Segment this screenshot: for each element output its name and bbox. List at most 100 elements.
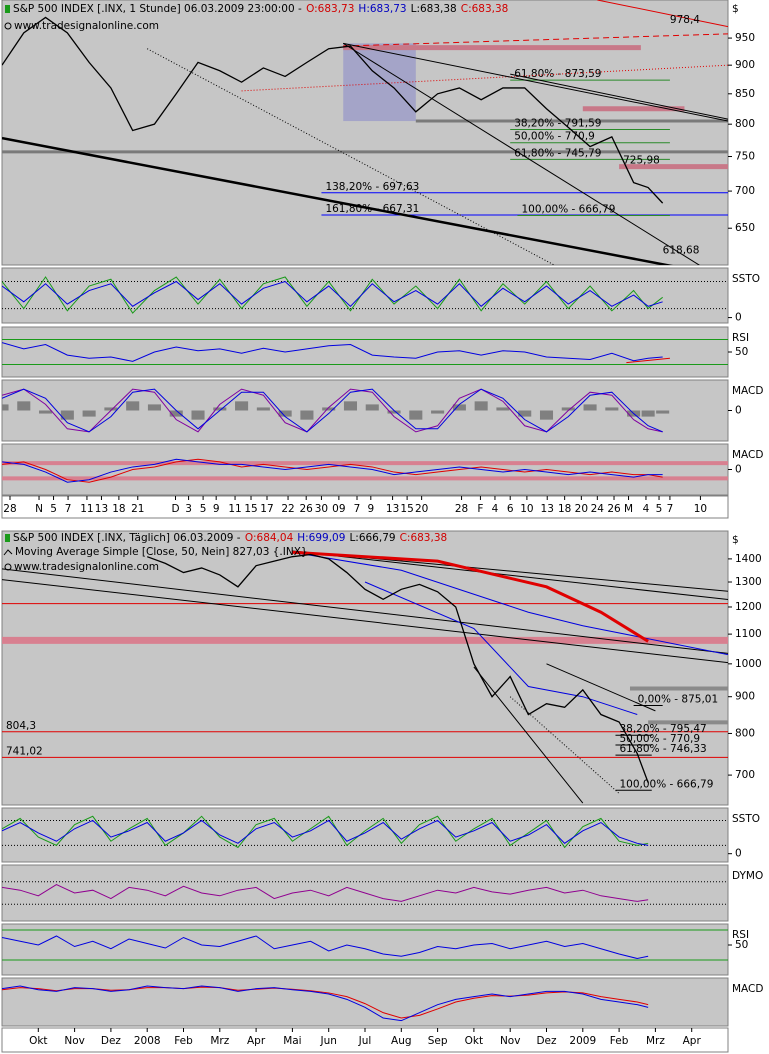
y-tick-label: 0 bbox=[735, 464, 742, 476]
trendline bbox=[597, 0, 728, 28]
histogram-bar bbox=[104, 407, 118, 411]
histogram-bar bbox=[583, 404, 597, 411]
subtitle: www.tradesignalonline.com bbox=[14, 561, 159, 573]
x-tick-label: 7 bbox=[65, 503, 72, 515]
histogram-bar bbox=[39, 410, 53, 414]
panel bbox=[1, 267, 729, 324]
x-tick-label: 13 bbox=[541, 503, 554, 515]
series-line bbox=[2, 342, 663, 362]
ohlc-value: L:666,79 bbox=[349, 532, 395, 544]
trendline bbox=[342, 42, 701, 265]
histogram-bar bbox=[235, 401, 249, 411]
histogram-bar bbox=[518, 410, 532, 417]
y-tick-label: 750 bbox=[735, 151, 755, 163]
trendline bbox=[364, 581, 638, 716]
histogram-bar bbox=[322, 407, 336, 411]
y-tick-label: 800 bbox=[735, 118, 755, 130]
series-line bbox=[2, 985, 649, 1022]
x-tick-label: Feb bbox=[174, 1035, 193, 1047]
ohlc-value: C:683,38 bbox=[461, 3, 509, 15]
ohlc-value: H:699,09 bbox=[297, 532, 345, 544]
legend-text: Moving Average Simple [Close, 50, Nein] … bbox=[15, 546, 308, 558]
panel-label: SSTO bbox=[732, 813, 760, 825]
x-tick-label: 5 bbox=[50, 503, 57, 515]
y-tick-label: 800 bbox=[735, 727, 755, 739]
histogram-bar bbox=[496, 407, 510, 411]
ohlc-value: H:683,73 bbox=[358, 3, 406, 15]
title-icon bbox=[5, 5, 10, 13]
trendline bbox=[2, 136, 674, 265]
x-tick-label: 11 bbox=[80, 503, 93, 515]
y-tick-label: 1200 bbox=[735, 601, 762, 613]
x-tick-label: Aug bbox=[391, 1035, 412, 1047]
x-tick-label: 26 bbox=[607, 503, 621, 515]
y-tick-label: 850 bbox=[735, 88, 755, 100]
y-tick-label: 0 bbox=[735, 312, 742, 324]
y-tick-label: 1300 bbox=[735, 576, 762, 588]
x-tick-label: Mrz bbox=[210, 1035, 229, 1047]
x-tick-label: 13 bbox=[386, 503, 399, 515]
plot bbox=[2, 339, 728, 365]
x-tick-label: 2009 bbox=[569, 1035, 596, 1047]
trendline bbox=[473, 666, 584, 804]
level-label: 741,02 bbox=[6, 745, 43, 757]
x-axis bbox=[1, 495, 729, 519]
histogram-bar bbox=[387, 410, 401, 414]
histogram-bar bbox=[343, 401, 358, 411]
plot bbox=[2, 388, 670, 433]
plot bbox=[2, 985, 649, 1022]
series-line bbox=[2, 16, 664, 204]
x-tick-label: Mrz bbox=[646, 1035, 665, 1047]
y-tick-label: 1400 bbox=[735, 553, 762, 565]
y-tick-label: 700 bbox=[735, 185, 755, 197]
x-tick-label: Dez bbox=[536, 1035, 557, 1047]
histogram-bar bbox=[82, 410, 96, 417]
trendline bbox=[303, 551, 728, 601]
legend-icon bbox=[3, 549, 13, 556]
x-tick-label: 18 bbox=[558, 503, 571, 515]
level-label: 50,00% - 770,9 bbox=[514, 131, 595, 143]
x-tick-label: 22 bbox=[281, 503, 294, 515]
series-line bbox=[2, 458, 663, 483]
trendline bbox=[2, 568, 728, 654]
x-tick-label: 4 bbox=[643, 503, 650, 515]
x-tick-label: 15 bbox=[400, 503, 413, 515]
x-tick-label: 10 bbox=[520, 503, 533, 515]
trendline bbox=[241, 64, 728, 92]
x-tick-label: Apr bbox=[683, 1035, 702, 1047]
level-label: 38,20% - 795,47 bbox=[619, 723, 706, 735]
plot bbox=[2, 815, 728, 849]
y-tick-label: 700 bbox=[735, 769, 755, 781]
histogram-bar bbox=[605, 407, 619, 411]
y-tick-label: 1000 bbox=[735, 658, 762, 670]
x-tick-label: 20 bbox=[575, 503, 588, 515]
histogram-bar bbox=[147, 404, 161, 411]
panel-label: MACD bbox=[732, 385, 763, 397]
level-label: 61,80% - 745,79 bbox=[514, 147, 601, 159]
y-tick-label: 900 bbox=[735, 691, 755, 703]
trendline bbox=[509, 696, 620, 794]
trendline bbox=[292, 551, 728, 656]
y-tick-label: 50 bbox=[735, 939, 748, 951]
x-tick-label: Jun bbox=[319, 1035, 336, 1047]
panel-label: DYMO bbox=[732, 870, 763, 882]
level-label: 61,80% - 873,59 bbox=[514, 68, 601, 80]
plot bbox=[2, 929, 728, 961]
trendline bbox=[626, 357, 670, 364]
x-tick-label: Dez bbox=[101, 1035, 122, 1047]
x-tick-label: 17 bbox=[260, 503, 273, 515]
trendline bbox=[292, 550, 649, 643]
level-label: 100,00% - 666,79 bbox=[619, 778, 713, 790]
x-tick-label: 20 bbox=[415, 503, 428, 515]
trendline bbox=[546, 663, 656, 712]
title-text: S&P 500 INDEX [.INX, Täglich] 06.03.2009… bbox=[13, 532, 241, 544]
x-tick-label: 7 bbox=[667, 503, 674, 515]
chart-title: S&P 500 INDEX [.INX, 1 Stunde] 06.03.200… bbox=[13, 3, 508, 15]
y-tick-label: 900 bbox=[735, 59, 755, 71]
x-tick-label: Jul bbox=[358, 1035, 372, 1047]
x-tick-label: Feb bbox=[610, 1035, 629, 1047]
histogram-bar bbox=[452, 404, 466, 411]
x-tick-label: F bbox=[477, 503, 483, 515]
panel-label: RSI bbox=[732, 929, 749, 941]
